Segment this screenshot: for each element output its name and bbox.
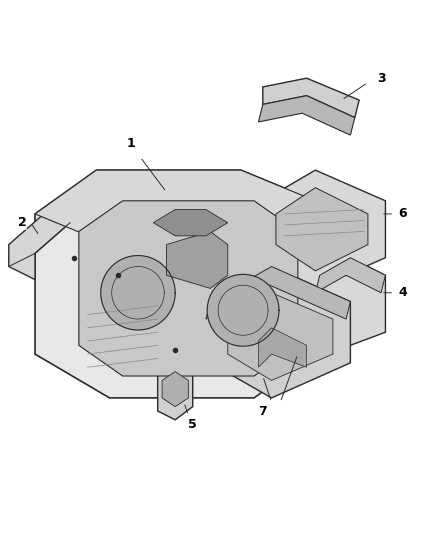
Polygon shape bbox=[101, 255, 175, 330]
Polygon shape bbox=[276, 188, 368, 271]
Polygon shape bbox=[35, 170, 315, 398]
Text: 4: 4 bbox=[399, 286, 407, 300]
Polygon shape bbox=[79, 201, 298, 376]
Polygon shape bbox=[153, 209, 228, 236]
Text: 2: 2 bbox=[18, 216, 26, 229]
Polygon shape bbox=[158, 363, 193, 420]
Polygon shape bbox=[315, 258, 385, 293]
Polygon shape bbox=[258, 96, 355, 135]
Text: 7: 7 bbox=[258, 405, 267, 417]
Polygon shape bbox=[35, 170, 315, 245]
Polygon shape bbox=[207, 274, 279, 346]
Polygon shape bbox=[9, 214, 70, 280]
Polygon shape bbox=[263, 170, 385, 288]
Polygon shape bbox=[263, 78, 359, 118]
Polygon shape bbox=[210, 266, 350, 398]
Text: 6: 6 bbox=[399, 207, 407, 221]
Polygon shape bbox=[162, 372, 188, 407]
Text: 5: 5 bbox=[188, 418, 197, 431]
Polygon shape bbox=[320, 258, 385, 345]
Text: 3: 3 bbox=[377, 71, 385, 85]
Polygon shape bbox=[258, 328, 307, 367]
Text: 1: 1 bbox=[127, 138, 136, 150]
Polygon shape bbox=[206, 266, 350, 319]
Polygon shape bbox=[228, 293, 333, 381]
Polygon shape bbox=[166, 231, 228, 288]
